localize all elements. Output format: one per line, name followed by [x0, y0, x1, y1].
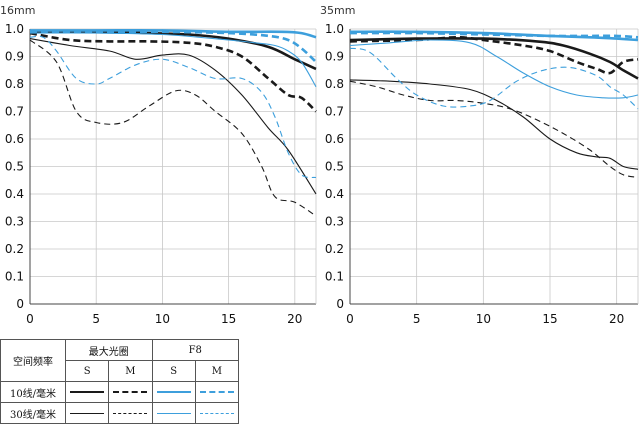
series-line-16mm-f8-30-m [29, 35, 317, 179]
series-line-16mm-max-aperture-10-m [29, 31, 317, 113]
legend-header-max-aperture: 最大光圈 [65, 339, 153, 361]
y-tick-label-16mm: 0.1 [5, 270, 24, 284]
x-tick-label-16mm: 10 [155, 312, 170, 326]
legend-col-max-s: S [64, 360, 110, 382]
y-tick-label-35mm: 0.6 [325, 132, 344, 146]
x-tick-label-16mm: 0 [26, 312, 34, 326]
x-tick-label-35mm: 5 [413, 312, 421, 326]
legend-swatch-f8-10-m [194, 381, 240, 403]
legend-header-spatial-frequency: 空间频率 [0, 339, 66, 382]
legend-col-f8-m: M [194, 360, 240, 382]
y-tick-label-16mm: 1.0 [5, 22, 24, 36]
series-line-35mm-f8-30-m [349, 47, 639, 110]
series-line-16mm-max-aperture-30-s [29, 38, 317, 195]
y-tick-label-16mm: 0.6 [5, 132, 24, 146]
x-tick-label-16mm: 5 [92, 312, 100, 326]
series-line-16mm-max-aperture-30-m [29, 39, 317, 217]
x-tick-label-35mm: 20 [609, 312, 624, 326]
y-tick-label-16mm: 0.3 [5, 215, 24, 229]
series-line-16mm-f8-10-m [29, 30, 317, 63]
legend-swatch-max-30-m [108, 402, 153, 424]
legend-header-f8: F8 [151, 339, 239, 361]
series-line-35mm-max-aperture-10-s [349, 37, 639, 80]
legend-row-30: 30线/毫米 [0, 402, 66, 424]
y-tick-label-16mm: 0.4 [5, 187, 24, 201]
x-tick-label-35mm: 10 [476, 312, 491, 326]
legend-col-max-m: M [108, 360, 153, 382]
y-tick-label-35mm: 0.4 [325, 187, 344, 201]
series-line-35mm-f8-10-s [349, 30, 639, 42]
x-tick-label-16mm: 15 [221, 312, 236, 326]
x-tick-label-35mm: 15 [542, 312, 557, 326]
y-tick-label-16mm: 0.9 [5, 50, 24, 64]
y-tick-label-35mm: 0.7 [325, 105, 344, 119]
y-tick-label-16mm: 0.8 [5, 77, 24, 91]
legend-swatch-max-10-m [108, 381, 153, 403]
chart-title-16mm: 16mm [0, 4, 35, 17]
y-tick-label-16mm: 0.2 [5, 242, 24, 256]
series-line-35mm-f8-30-s [349, 39, 639, 99]
series-line-35mm-max-aperture-30-m [349, 80, 639, 179]
y-tick-label-16mm: 0.7 [5, 105, 24, 119]
legend-swatch-f8-10-s [151, 381, 196, 403]
series-line-16mm-f8-10-s [30, 28, 317, 39]
y-tick-label-16mm: 0.5 [5, 160, 24, 174]
series-line-16mm-f8-30-s [29, 32, 317, 88]
y-tick-label-35mm: 0.8 [325, 77, 344, 91]
legend-row-10: 10线/毫米 [0, 381, 66, 403]
legend-swatch-f8-30-s [151, 402, 196, 424]
chart-title-35mm: 35mm [320, 4, 355, 17]
y-tick-label-35mm: 0 [336, 297, 344, 311]
y-tick-label-35mm: 1.0 [325, 22, 344, 36]
legend-col-f8-s: S [151, 360, 196, 382]
y-tick-label-35mm: 0.2 [325, 242, 344, 256]
series-line-35mm-max-aperture-10-m [349, 36, 639, 75]
series-line-35mm-max-aperture-30-s [349, 79, 639, 170]
y-tick-label-35mm: 0.5 [325, 160, 344, 174]
y-tick-label-35mm: 0.9 [325, 50, 344, 64]
legend-swatch-f8-30-m [194, 402, 240, 424]
x-tick-label-35mm: 0 [346, 312, 354, 326]
y-tick-label-35mm: 0.1 [325, 270, 344, 284]
series-line-16mm-max-aperture-10-s [29, 30, 317, 71]
y-tick-label-16mm: 0 [16, 297, 24, 311]
x-tick-label-16mm: 20 [287, 312, 302, 326]
legend-swatch-max-30-s [64, 402, 110, 424]
legend-table: 空间频率 最大光圈 F8 S M S M 10线/毫米 30线/毫米 [0, 339, 240, 424]
legend-swatch-max-10-s [64, 381, 110, 403]
y-tick-label-35mm: 0.3 [325, 215, 344, 229]
series-line-35mm-f8-10-m [349, 31, 639, 39]
